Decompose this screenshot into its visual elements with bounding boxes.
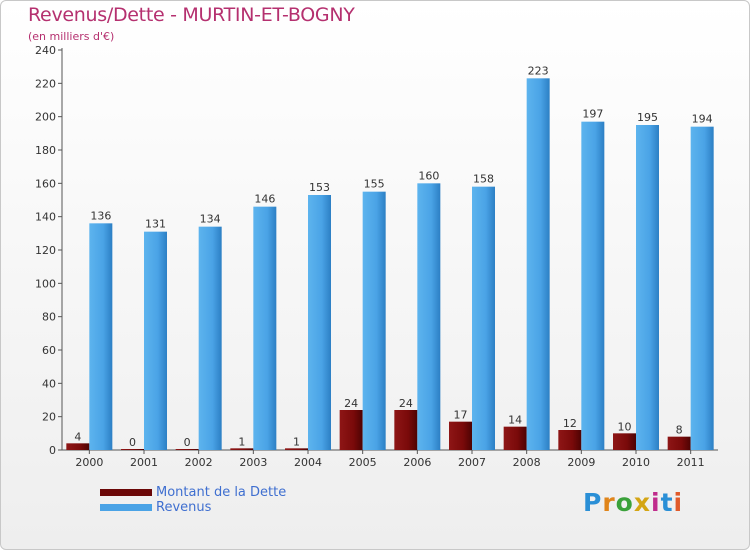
y-tick-label: 20 — [42, 411, 56, 424]
logo-letter: t — [660, 488, 674, 517]
y-tick-label: 160 — [35, 177, 56, 190]
data-label-revenue: 195 — [637, 111, 658, 124]
x-tick-label: 2009 — [567, 456, 595, 469]
legend-label-revenue: Revenus — [156, 500, 212, 515]
bar-revenue — [89, 223, 113, 450]
data-label-revenue: 153 — [309, 181, 330, 194]
data-label-revenue: 146 — [254, 193, 275, 206]
y-tick-label: 100 — [35, 277, 56, 290]
bar-debt — [230, 448, 254, 450]
data-label-revenue: 158 — [473, 173, 494, 186]
x-tick-label: 2001 — [130, 456, 158, 469]
x-tick-label: 2011 — [677, 456, 705, 469]
legend-swatch-revenue — [100, 504, 152, 511]
bar-debt — [175, 449, 199, 450]
bar-debt — [558, 430, 582, 450]
bar-revenue — [690, 126, 714, 451]
y-tick-label: 60 — [42, 344, 56, 357]
x-tick-label: 2008 — [513, 456, 541, 469]
x-tick-label: 2005 — [349, 456, 377, 469]
bar-revenue — [636, 125, 659, 450]
logo-letter: x — [633, 488, 651, 517]
legend-swatch-debt — [100, 489, 152, 496]
bar-revenue — [253, 206, 277, 450]
bar-revenue — [144, 231, 167, 450]
data-label-debt: 1 — [238, 435, 245, 448]
data-label-revenue: 134 — [200, 213, 221, 226]
bar-revenue — [417, 183, 441, 451]
x-tick-label: 2003 — [239, 456, 267, 469]
logo-letter: o — [615, 488, 634, 517]
y-tick-label: 140 — [35, 211, 56, 224]
proxiti-logo: Proxiti — [583, 488, 683, 517]
data-label-debt: 12 — [563, 417, 577, 430]
data-label-revenue: 194 — [692, 113, 713, 126]
bar-debt — [66, 443, 90, 450]
data-label-debt: 8 — [676, 424, 683, 437]
logo-letter: r — [602, 488, 616, 517]
bar-revenue — [308, 195, 331, 450]
data-label-revenue: 197 — [582, 108, 603, 121]
data-label-debt: 24 — [344, 397, 358, 410]
bar-revenue — [198, 226, 222, 450]
x-tick-label: 2002 — [185, 456, 213, 469]
logo-letter: i — [651, 488, 661, 517]
chart-bars — [66, 78, 714, 451]
data-label-debt: 10 — [618, 420, 632, 433]
legend-label-debt: Montant de la Dette — [156, 485, 287, 500]
x-tick-label: 2000 — [75, 456, 103, 469]
bar-debt — [339, 410, 363, 450]
data-label-revenue: 223 — [528, 64, 549, 77]
bar-debt — [121, 449, 144, 450]
bar-revenue — [472, 186, 495, 450]
data-label-revenue: 155 — [364, 178, 385, 191]
data-label-revenue: 131 — [145, 218, 166, 231]
x-tick-label: 2004 — [294, 456, 322, 469]
bar-revenue — [581, 121, 605, 451]
y-tick-label: 0 — [49, 444, 56, 457]
x-tick-label: 2006 — [403, 456, 431, 469]
chart-subtitle: (en milliers d'€) — [28, 30, 115, 43]
chart-title: Revenus/Dette - MURTIN-ET-BOGNY — [28, 4, 355, 26]
y-tick-label: 200 — [35, 111, 56, 124]
data-label-debt: 1 — [293, 435, 300, 448]
x-tick-label: 2010 — [622, 456, 650, 469]
x-tick-label: 2007 — [458, 456, 486, 469]
y-tick-label: 220 — [35, 77, 56, 90]
data-label-debt: 14 — [508, 414, 522, 427]
y-tick-label: 180 — [35, 144, 56, 157]
bar-debt — [667, 436, 691, 450]
chart-value-labels: 4 136 0 131 0 134 1 146 1 153 24 155 24 160 17 158 14 223… — [74, 64, 712, 449]
data-label-debt: 4 — [74, 430, 81, 443]
bar-debt — [449, 421, 472, 450]
bar-revenue — [362, 191, 386, 450]
data-label-revenue: 136 — [90, 209, 111, 222]
data-label-revenue: 160 — [418, 169, 439, 182]
bar-debt — [503, 426, 527, 450]
y-tick-label: 240 — [35, 44, 56, 57]
data-label-debt: 24 — [399, 397, 413, 410]
y-tick-label: 40 — [42, 377, 56, 390]
bar-revenue — [526, 78, 550, 450]
y-tick-label: 120 — [35, 244, 56, 257]
bar-debt — [613, 433, 636, 450]
data-label-debt: 0 — [129, 436, 136, 449]
y-tick-label: 80 — [42, 311, 56, 324]
logo-letter: P — [583, 488, 603, 517]
data-label-debt: 17 — [454, 409, 468, 422]
data-label-debt: 0 — [184, 436, 191, 449]
bar-debt — [394, 410, 418, 450]
bar-debt — [285, 448, 308, 450]
logo-letter: i — [673, 488, 684, 517]
